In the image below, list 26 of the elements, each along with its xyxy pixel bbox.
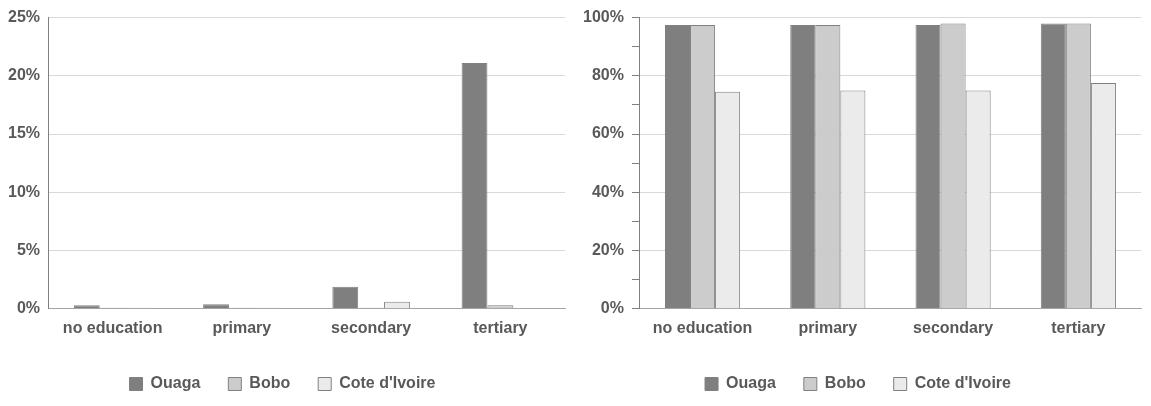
y-tick-label: 25% bbox=[7, 8, 41, 26]
y-tick-label: 20% bbox=[7, 66, 41, 84]
legend-label: Cote d'Ivoire bbox=[914, 374, 1012, 392]
x-tick-label: secondary bbox=[331, 318, 412, 336]
x-tick-label: no education bbox=[652, 318, 753, 336]
y-tick-label: 20% bbox=[591, 240, 624, 258]
legend-label: Bobo bbox=[249, 374, 291, 392]
y-tick-label: 60% bbox=[591, 124, 624, 142]
y-tick-label: 0% bbox=[600, 299, 624, 317]
legend-label: Ouaga bbox=[150, 374, 201, 392]
legend-label: Cote d'Ivoire bbox=[339, 374, 436, 392]
y-tick-label: 80% bbox=[591, 66, 624, 84]
y-tick-label: 40% bbox=[591, 182, 624, 200]
x-tick-label: secondary bbox=[913, 318, 994, 336]
y-tick-label: 15% bbox=[7, 124, 41, 142]
legend-label: Bobo bbox=[824, 374, 866, 392]
y-tick-label: 100% bbox=[583, 8, 624, 26]
y-tick-label: 5% bbox=[16, 240, 41, 258]
x-tick-label: tertiary bbox=[1051, 318, 1106, 336]
y-tick-label: 0% bbox=[16, 299, 41, 317]
x-tick-label: primary bbox=[212, 318, 272, 336]
legend-label: Ouaga bbox=[726, 374, 776, 392]
x-tick-label: no education bbox=[62, 318, 163, 336]
y-tick-label: 10% bbox=[7, 182, 41, 200]
x-tick-label: tertiary bbox=[473, 318, 528, 336]
x-tick-label: primary bbox=[798, 318, 858, 336]
